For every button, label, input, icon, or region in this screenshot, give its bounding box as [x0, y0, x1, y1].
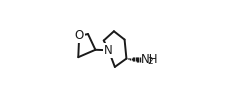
Text: O: O [74, 29, 83, 42]
Text: N: N [104, 44, 112, 57]
Text: NH: NH [141, 53, 158, 66]
Text: 2: 2 [147, 57, 153, 66]
